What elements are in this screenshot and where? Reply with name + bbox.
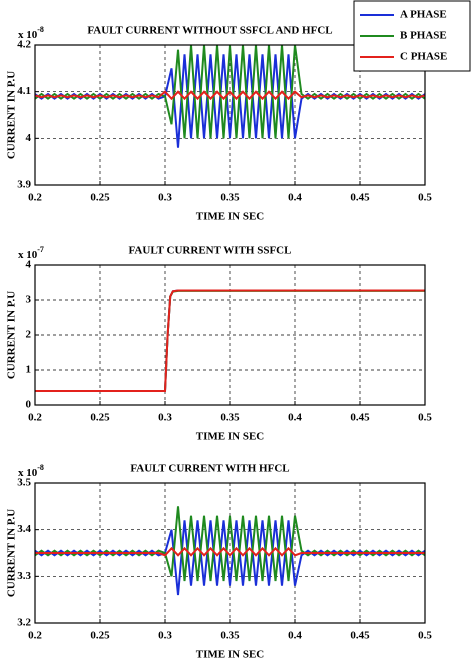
x-tick-label: 0.4	[288, 192, 302, 204]
y-tick-label: 4	[26, 259, 32, 271]
y-tick-label: 0	[26, 399, 32, 411]
x-tick-label: 0.35	[220, 412, 240, 424]
x-tick-label: 0.25	[90, 192, 110, 204]
x-tick-label: 0.35	[220, 192, 240, 204]
multiplier-exponent: -8	[37, 463, 44, 472]
x-tick-label: 0.35	[220, 630, 240, 642]
y-tick-label: 3.4	[17, 523, 31, 535]
chart-title: FAULT CURRENT WITHOUT SSFCL AND HFCL	[87, 25, 332, 37]
axis-multiplier: x 10-8	[18, 463, 44, 479]
series-line	[35, 289, 425, 392]
x-tick-label: 0.25	[90, 630, 110, 642]
multiplier-base: x 10	[18, 467, 38, 479]
y-tick-label: 1	[26, 364, 32, 376]
x-tick-label: 0.5	[418, 412, 432, 424]
x-axis-label: TIME IN SEC	[196, 211, 265, 223]
axis-multiplier: x 10-8	[18, 25, 44, 41]
series-line	[34, 506, 426, 582]
legend-label: B PHASE	[400, 30, 447, 42]
x-axis-label: TIME IN SEC	[196, 431, 265, 443]
chart-title: FAULT CURRENT WITH HFCL	[130, 463, 289, 475]
y-tick-label: 4.2	[17, 39, 31, 51]
series-line	[35, 546, 425, 557]
y-tick-label: 3.5	[17, 477, 31, 489]
legend-label: A PHASE	[400, 9, 447, 21]
series-line	[34, 520, 426, 596]
x-tick-label: 0.45	[350, 412, 370, 424]
x-tick-label: 0.2	[28, 630, 42, 642]
axis-multiplier: x 10-7	[18, 245, 44, 261]
y-tick-label: 3.2	[17, 617, 31, 629]
y-axis-label: CURRENT IN P.U	[6, 291, 18, 379]
x-tick-label: 0.3	[158, 192, 172, 204]
x-tick-label: 0.3	[158, 412, 172, 424]
y-tick-label: 4	[26, 132, 32, 144]
y-tick-label: 3.3	[17, 570, 31, 582]
x-tick-label: 0.25	[90, 412, 110, 424]
plot-frame	[34, 482, 426, 624]
series-line	[34, 54, 426, 148]
y-tick-label: 3.9	[17, 179, 31, 191]
multiplier-base: x 10	[18, 29, 38, 41]
plot-frame	[34, 264, 426, 406]
legend-label: C PHASE	[400, 51, 447, 63]
y-tick-label: 4.1	[17, 85, 31, 97]
x-tick-label: 0.45	[350, 192, 370, 204]
plot-frame	[34, 44, 426, 186]
y-tick-label: 3	[26, 294, 32, 306]
x-tick-label: 0.5	[418, 630, 432, 642]
x-tick-label: 0.3	[158, 630, 172, 642]
series-line	[34, 90, 426, 101]
y-axis-label: CURRENT IN P.U	[6, 509, 18, 597]
x-tick-label: 0.4	[288, 630, 302, 642]
x-axis-label: TIME IN SEC	[196, 649, 265, 661]
multiplier-base: x 10	[18, 249, 38, 261]
multiplier-exponent: -7	[37, 245, 44, 254]
y-axis-label: CURRENT IN P.U	[6, 71, 18, 159]
x-tick-label: 0.2	[28, 192, 42, 204]
x-tick-label: 0.2	[28, 412, 42, 424]
x-tick-label: 0.4	[288, 412, 302, 424]
y-tick-label: 2	[26, 329, 32, 341]
multiplier-exponent: -8	[37, 25, 44, 34]
x-tick-label: 0.45	[350, 630, 370, 642]
x-tick-label: 0.5	[418, 192, 432, 204]
chart-title: FAULT CURRENT WITH SSFCL	[129, 245, 292, 257]
